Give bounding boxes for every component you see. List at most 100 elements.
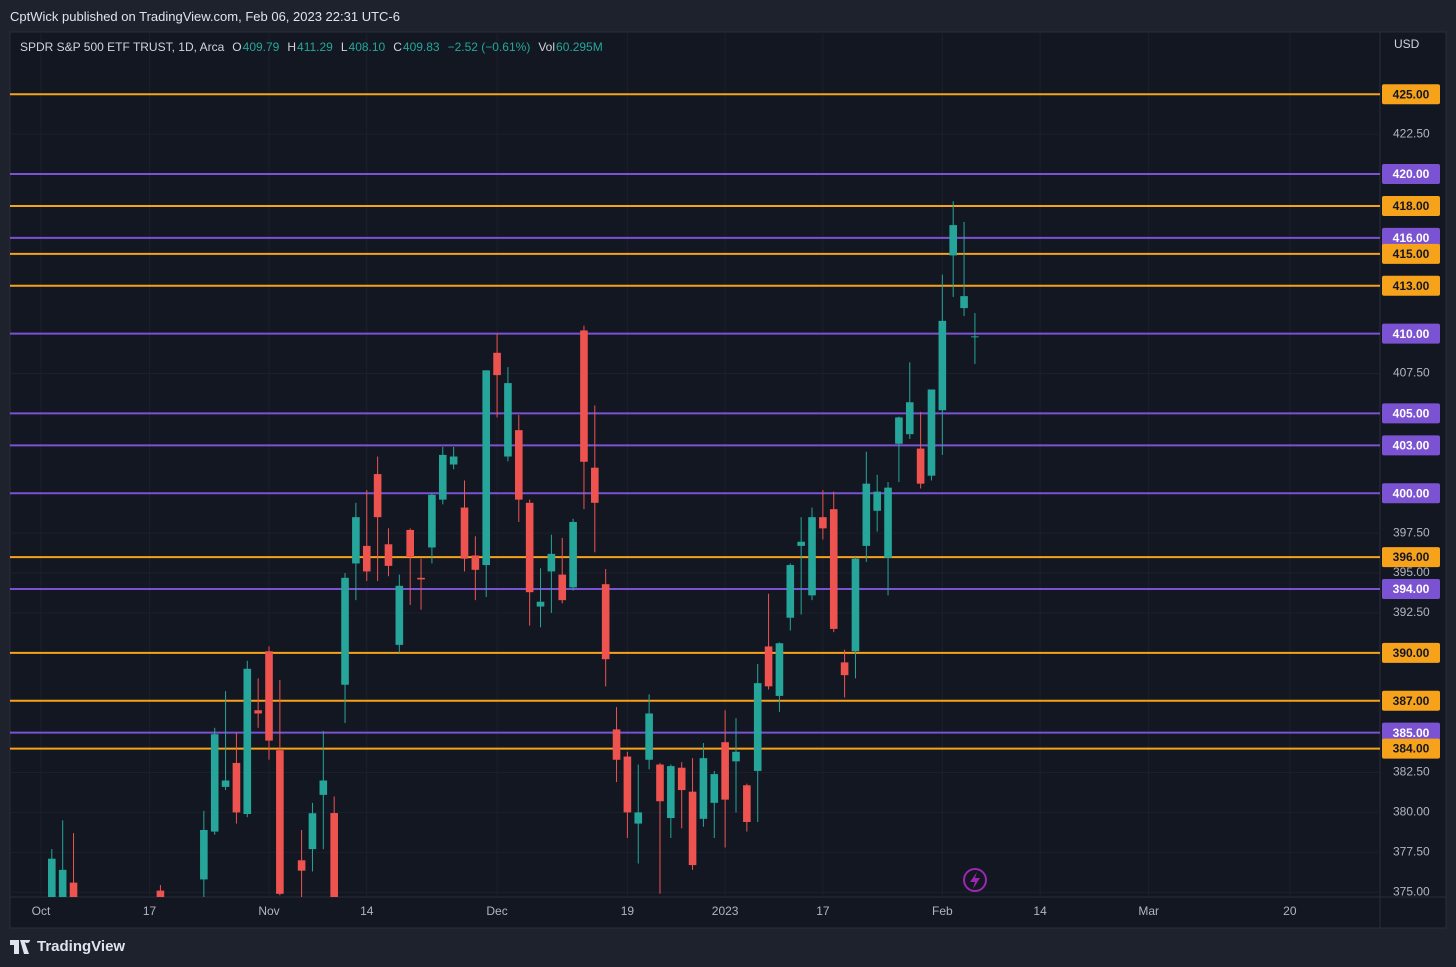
candle-body [547, 553, 556, 572]
x-tick-label: 17 [816, 904, 830, 918]
legend-key: O [232, 40, 242, 54]
candle-body [428, 494, 436, 548]
level-price-label: 384.00 [1393, 742, 1430, 756]
x-tick-label: 14 [360, 904, 374, 918]
x-tick-label: 17 [143, 904, 157, 918]
candle-body [276, 750, 284, 894]
candle-body [243, 668, 252, 815]
candle-body [884, 487, 892, 558]
candle-body [677, 767, 686, 791]
candle-body [971, 336, 979, 338]
level-price-tag [1382, 578, 1440, 599]
candle-body [688, 791, 697, 866]
level-price-label: 387.00 [1393, 694, 1430, 708]
level-price-tag [1382, 164, 1440, 185]
candle-body [265, 651, 273, 741]
candle-body [341, 577, 349, 685]
footer: TradingView [10, 938, 125, 955]
candle-body [558, 574, 567, 601]
candle-body [460, 507, 469, 559]
candle-body [352, 517, 360, 564]
level-price-tag [1382, 275, 1440, 296]
level-price-tag [1382, 195, 1440, 216]
logo [10, 939, 30, 954]
y-tick-label: 375.00 [1393, 884, 1430, 898]
candle-body [743, 785, 751, 822]
candle-body [514, 430, 523, 500]
legend-change: −2.52 (−0.61%) [447, 40, 531, 54]
y-tick-label: 392.50 [1393, 605, 1430, 619]
attribution: CptWick published on TradingView.com, Fe… [10, 9, 400, 24]
x-tick-label: 19 [621, 904, 635, 918]
x-tick-label: Dec [486, 904, 507, 918]
y-tick-label: 407.50 [1393, 366, 1430, 380]
level-price-label: 415.00 [1393, 247, 1430, 261]
x-tick-label: 2023 [712, 904, 739, 918]
level-price-label: 413.00 [1393, 279, 1430, 293]
level-price-tag [1382, 547, 1440, 568]
x-tick-label: Nov [258, 904, 279, 918]
candle-body [308, 813, 317, 850]
candle-body [808, 517, 816, 596]
candle-body [916, 448, 925, 484]
candle-body [721, 742, 729, 800]
candle-body [438, 454, 447, 500]
level-price-tag [1382, 243, 1440, 264]
candle-body [591, 467, 599, 503]
candle-body [319, 780, 328, 795]
candle-body [525, 502, 534, 593]
levels [10, 93, 1380, 750]
candle-body [819, 517, 827, 529]
candles [48, 201, 979, 897]
level-price-tag [1382, 84, 1440, 105]
currency-label: USD [1394, 37, 1420, 51]
candle-body [536, 601, 545, 607]
candle-body [634, 812, 643, 824]
level-price-label: 420.00 [1393, 167, 1430, 181]
legend-field: C 409.83 [393, 40, 439, 54]
candle-body [200, 829, 208, 880]
level-price-label: 418.00 [1393, 199, 1430, 213]
candle-body [569, 521, 577, 588]
axes: Oct 17 Nov 14 Dec 19 2023 17 Feb 14 Mar 20 375.00 377… [32, 84, 1440, 918]
candle-body [449, 456, 458, 465]
legend-field: H 411.29 [287, 40, 332, 54]
legend: SPDR S&P 500 ETF TRUST, 1D, Arca O 409.79… [20, 40, 603, 54]
candle-body [395, 585, 404, 645]
candle-body [373, 474, 382, 518]
candle-body [254, 710, 262, 714]
level-price-tag [1382, 323, 1440, 344]
candle-body [829, 509, 838, 629]
candle-body [949, 225, 957, 256]
level-price-label: 425.00 [1393, 87, 1430, 101]
legend-value: 409.83 [402, 40, 440, 54]
candle-body [504, 383, 512, 457]
candle-body [482, 370, 491, 566]
level-price-tag [1382, 642, 1440, 663]
candle-body [667, 766, 675, 819]
candle-body [580, 330, 588, 462]
legend-value: 409.79 [242, 40, 280, 54]
candle-body [417, 577, 425, 580]
candle-body [862, 483, 871, 546]
candle-body [330, 813, 338, 897]
lightning-icon [963, 868, 987, 892]
candle-body [384, 544, 393, 566]
candle-body [69, 882, 78, 897]
legend-field: Vol 60.295M [538, 40, 602, 54]
candle-body [927, 389, 936, 476]
legend-key: C [393, 40, 402, 54]
candle-body [612, 729, 621, 760]
candle-body [753, 683, 762, 771]
candle-body [851, 558, 860, 652]
candle-body [938, 320, 947, 411]
level-price-label: 396.00 [1393, 550, 1430, 564]
candle-body [471, 555, 480, 570]
y-tick-label: 377.50 [1393, 844, 1430, 858]
candle-body [775, 643, 784, 696]
candle-body [601, 584, 610, 660]
footer-brand: TradingView [37, 938, 126, 955]
candle-body [232, 762, 241, 813]
candle-body [873, 491, 881, 511]
